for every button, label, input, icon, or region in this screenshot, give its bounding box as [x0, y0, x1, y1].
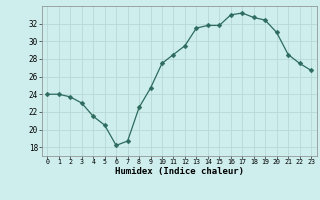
- X-axis label: Humidex (Indice chaleur): Humidex (Indice chaleur): [115, 167, 244, 176]
